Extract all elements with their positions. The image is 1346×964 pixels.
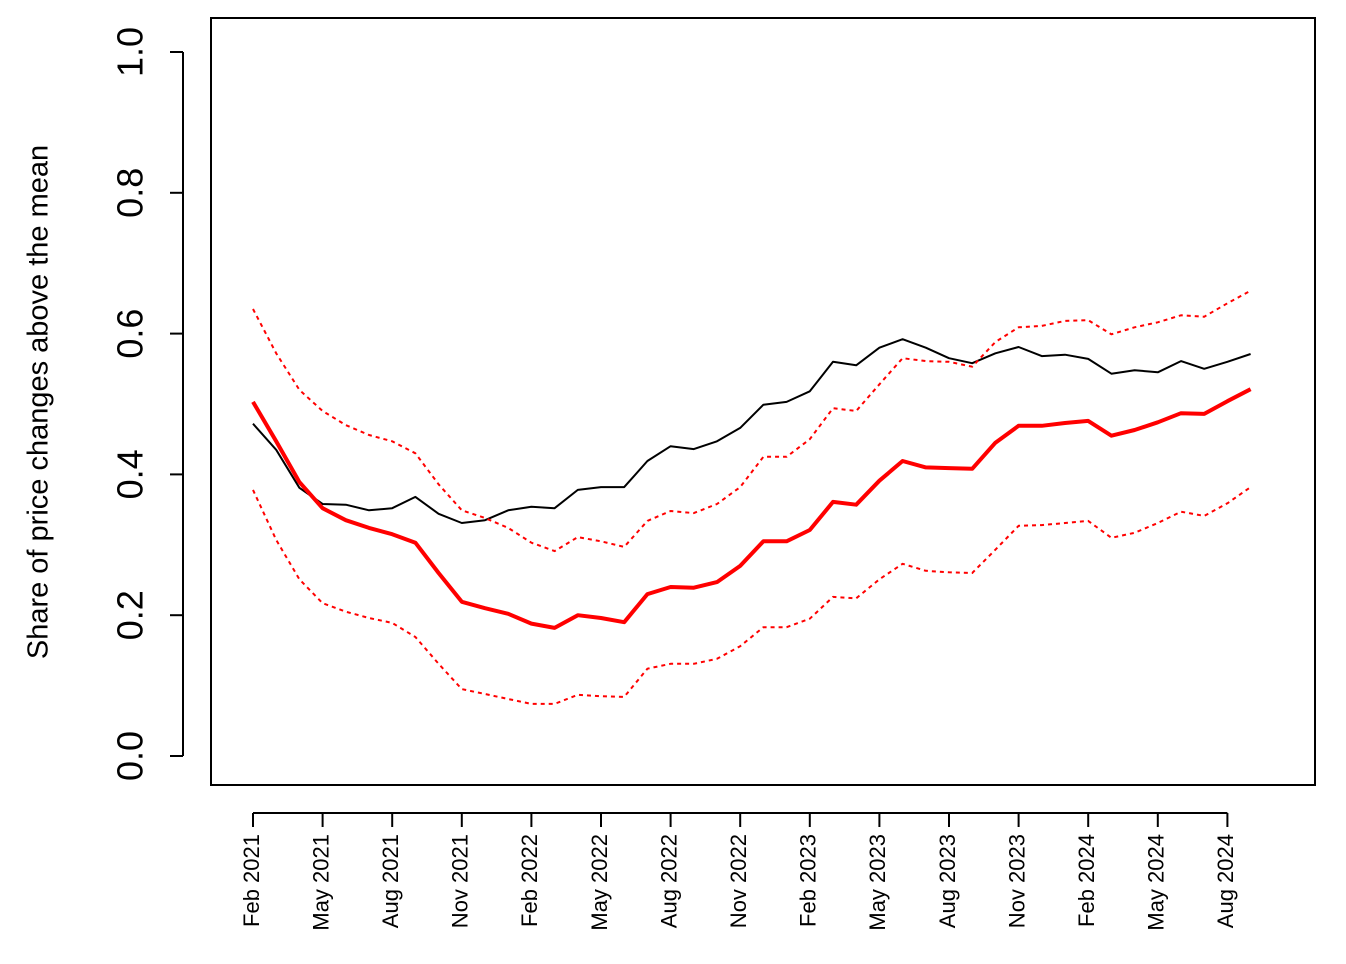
y-tick-label: 0.2 <box>110 590 151 640</box>
y-tick-label: 0.6 <box>110 309 151 359</box>
x-tick-label: May 2022 <box>587 834 612 931</box>
x-tick-label: Aug 2021 <box>378 834 403 928</box>
y-tick-label: 1.0 <box>110 27 151 77</box>
x-tick-label: May 2023 <box>865 834 890 931</box>
x-tick-label: Feb 2021 <box>239 834 264 927</box>
x-tick-label: Nov 2021 <box>448 834 473 928</box>
y-axis-label: Share of price changes above the mean <box>23 145 55 659</box>
x-tick-label: Aug 2022 <box>656 834 681 928</box>
y-tick-label: 0.8 <box>110 168 151 218</box>
x-tick-label: Aug 2023 <box>935 834 960 928</box>
x-tick-label: Feb 2024 <box>1074 834 1099 927</box>
x-tick-label: Aug 2024 <box>1213 834 1238 928</box>
x-tick-label: Feb 2022 <box>517 834 542 927</box>
series-line <box>252 486 1252 705</box>
series-line <box>252 338 1251 524</box>
x-tick-label: Feb 2023 <box>796 834 821 927</box>
x-tick-label: Nov 2022 <box>726 834 751 928</box>
series-line <box>251 387 1252 630</box>
y-tick-label: 0.4 <box>110 449 151 499</box>
y-tick-label: 0.0 <box>110 731 151 781</box>
series-line <box>252 289 1252 553</box>
x-tick-label: May 2024 <box>1144 834 1169 931</box>
x-tick-label: Nov 2023 <box>1004 834 1029 928</box>
x-tick-label: May 2021 <box>308 834 333 931</box>
plot-frame <box>210 17 1316 786</box>
